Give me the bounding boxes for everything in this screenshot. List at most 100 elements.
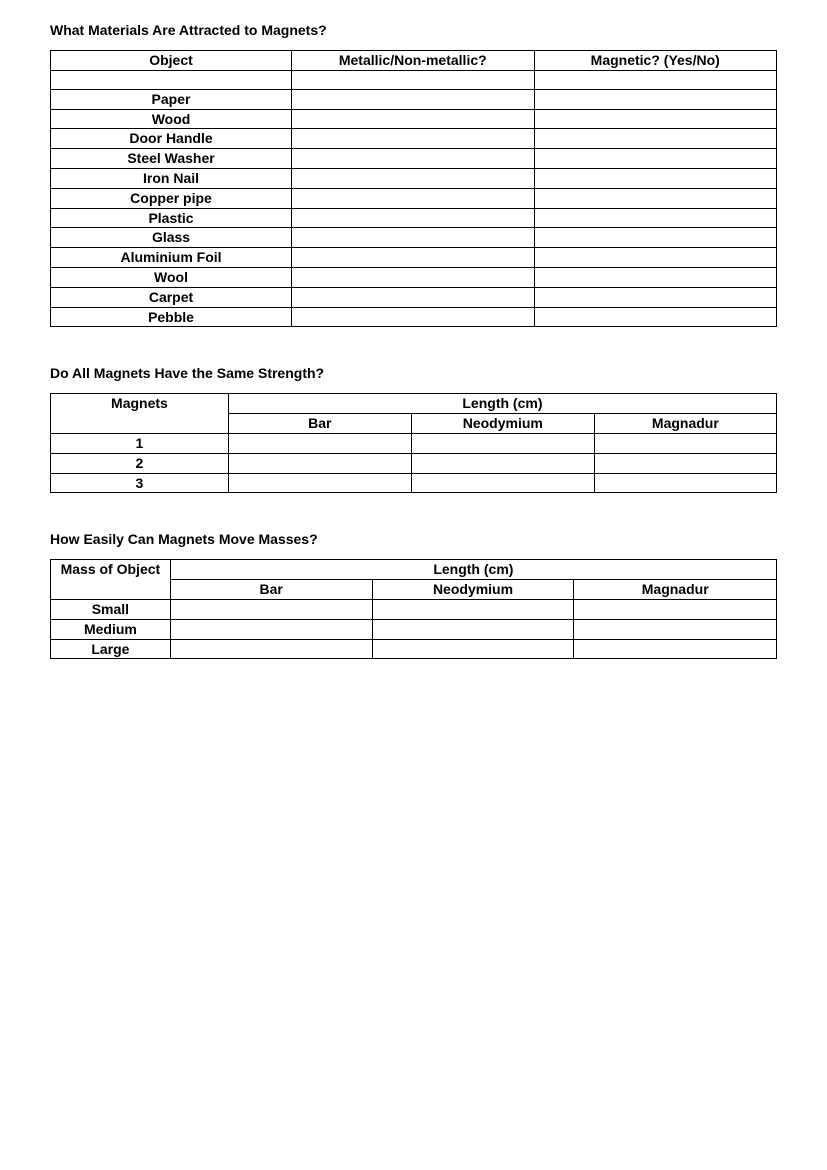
cell-magnetic [534, 89, 777, 109]
table-row: Medium [51, 619, 777, 639]
cell-neodymium [411, 433, 594, 453]
cell-metallic [292, 228, 534, 248]
col-header-neodymium: Neodymium [372, 580, 574, 600]
cell-magnet-num: 3 [51, 473, 229, 493]
cell-object: Aluminium Foil [51, 248, 292, 268]
cell-metallic [292, 267, 534, 287]
page-content: What Materials Are Attracted to Magnets?… [0, 0, 827, 719]
cell-neodymium [411, 453, 594, 473]
cell-neodymium [372, 619, 574, 639]
cell-magnetic [534, 149, 777, 169]
cell-metallic [292, 168, 534, 188]
cell-object: Wood [51, 109, 292, 129]
table-row: Door Handle [51, 129, 777, 149]
table-header-row1: Mass of Object Length (cm) [51, 560, 777, 580]
col-header-object: Object [51, 51, 292, 71]
table-row: Plastic [51, 208, 777, 228]
heading-materials: What Materials Are Attracted to Magnets? [50, 22, 777, 38]
cell-metallic [292, 287, 534, 307]
col-header-length: Length (cm) [228, 394, 776, 414]
table-row: Pebble [51, 307, 777, 327]
section-materials: What Materials Are Attracted to Magnets?… [50, 22, 777, 327]
cell-magnet-num: 1 [51, 433, 229, 453]
cell-object: Copper pipe [51, 188, 292, 208]
cell-magnetic [534, 287, 777, 307]
section-strength: Do All Magnets Have the Same Strength? M… [50, 365, 777, 493]
heading-masses: How Easily Can Magnets Move Masses? [50, 531, 777, 547]
cell-object: Steel Washer [51, 149, 292, 169]
cell-magnetic [534, 248, 777, 268]
table-row: Glass [51, 228, 777, 248]
cell-object: Iron Nail [51, 168, 292, 188]
table-header-row: Object Metallic/Non-metallic? Magnetic? … [51, 51, 777, 71]
col-header-magnadur: Magnadur [594, 414, 776, 434]
table-row: Small [51, 599, 777, 619]
section-masses: How Easily Can Magnets Move Masses? Mass… [50, 531, 777, 659]
cell-magnadur [594, 433, 776, 453]
cell-object: Door Handle [51, 129, 292, 149]
cell-magnetic [534, 129, 777, 149]
table-header-row1: Magnets Length (cm) [51, 394, 777, 414]
cell-magnetic [534, 307, 777, 327]
cell-bar [170, 599, 372, 619]
heading-strength: Do All Magnets Have the Same Strength? [50, 365, 777, 381]
cell-object: Carpet [51, 287, 292, 307]
cell-magnetic [534, 168, 777, 188]
col-header-length: Length (cm) [170, 560, 776, 580]
cell-metallic [292, 208, 534, 228]
cell-magnetic [534, 208, 777, 228]
cell-object: Wool [51, 267, 292, 287]
cell-magnet-num: 2 [51, 453, 229, 473]
cell-neodymium [372, 599, 574, 619]
col-header-magnets: Magnets [51, 394, 229, 434]
cell-neodymium [372, 639, 574, 659]
cell-mass: Medium [51, 619, 171, 639]
table-row: Wool [51, 267, 777, 287]
cell-bar [228, 453, 411, 473]
cell-metallic [292, 70, 534, 89]
table-strength: Magnets Length (cm) Bar Neodymium Magnad… [50, 393, 777, 493]
table-row: 2 [51, 453, 777, 473]
cell-metallic [292, 307, 534, 327]
col-header-magnetic: Magnetic? (Yes/No) [534, 51, 777, 71]
col-header-bar: Bar [228, 414, 411, 434]
cell-magnetic [534, 109, 777, 129]
table-materials: Object Metallic/Non-metallic? Magnetic? … [50, 50, 777, 327]
cell-magnadur [594, 453, 776, 473]
table-row: Aluminium Foil [51, 248, 777, 268]
cell-magnadur [574, 639, 777, 659]
cell-bar [170, 639, 372, 659]
cell-magnadur [574, 619, 777, 639]
cell-bar [228, 433, 411, 453]
cell-metallic [292, 129, 534, 149]
cell-mass: Large [51, 639, 171, 659]
col-header-mass: Mass of Object [51, 560, 171, 600]
table-row: 1 [51, 433, 777, 453]
cell-magnetic [534, 228, 777, 248]
table-row: 3 [51, 473, 777, 493]
cell-object: Plastic [51, 208, 292, 228]
table-row: Steel Washer [51, 149, 777, 169]
cell-object: Glass [51, 228, 292, 248]
cell-magnetic [534, 267, 777, 287]
table-row: Wood [51, 109, 777, 129]
cell-magnetic [534, 188, 777, 208]
cell-magnadur [574, 599, 777, 619]
cell-bar [228, 473, 411, 493]
col-header-metallic: Metallic/Non-metallic? [292, 51, 534, 71]
col-header-magnadur: Magnadur [574, 580, 777, 600]
table-row: Copper pipe [51, 188, 777, 208]
cell-object: Pebble [51, 307, 292, 327]
cell-neodymium [411, 473, 594, 493]
table-row [51, 70, 777, 89]
cell-object: Paper [51, 89, 292, 109]
cell-mass: Small [51, 599, 171, 619]
cell-metallic [292, 149, 534, 169]
table-masses: Mass of Object Length (cm) Bar Neodymium… [50, 559, 777, 659]
cell-metallic [292, 109, 534, 129]
cell-magnetic [534, 70, 777, 89]
col-header-neodymium: Neodymium [411, 414, 594, 434]
cell-metallic [292, 248, 534, 268]
cell-magnadur [594, 473, 776, 493]
table-row: Iron Nail [51, 168, 777, 188]
